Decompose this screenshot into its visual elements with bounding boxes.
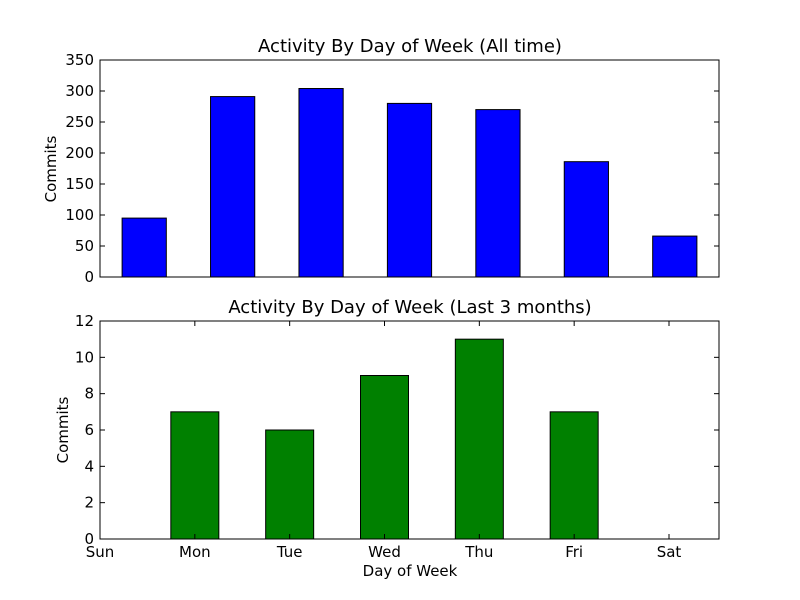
y-tick-label: 10 <box>75 348 94 366</box>
bar <box>360 375 409 540</box>
chart-last-3-months-x-axis: Sun Mon Tue Wed Thu Fri Sat <box>86 321 682 561</box>
x-tick-label: Mon <box>179 543 211 561</box>
bar <box>549 411 599 540</box>
y-tick-label: 4 <box>84 457 94 475</box>
bar <box>652 235 698 278</box>
chart-last-3-months-ylabel: Commits <box>54 396 72 463</box>
chart-last-3-months: Activity By Day of Week (Last 3 months) … <box>54 297 720 580</box>
bar <box>475 109 521 278</box>
chart-last-3-months-y-axis: 0 2 4 6 8 10 12 <box>75 312 719 548</box>
chart-all-time-title: Activity By Day of Week (All time) <box>258 36 562 57</box>
y-tick-label: 250 <box>65 113 94 131</box>
bar <box>170 411 220 540</box>
chart-all-time-bars <box>121 88 698 278</box>
chart-all-time-frame <box>99 59 720 278</box>
chart-last-3-months-frame <box>99 320 720 540</box>
chart-last-3-months-xlabel: Day of Week <box>363 562 458 580</box>
chart-all-time-y-axis: 0 50 100 150 200 250 300 350 <box>65 51 719 286</box>
x-tick-label: Wed <box>368 543 401 561</box>
chart-all-time: Activity By Day of Week (All time) Commi… <box>42 36 720 286</box>
y-tick-label: 0 <box>84 268 94 286</box>
bar <box>121 217 167 278</box>
y-tick-label: 350 <box>65 51 94 69</box>
x-tick-label: Sun <box>86 543 115 561</box>
chart-all-time-ylabel: Commits <box>42 135 60 202</box>
y-tick-label: 0 <box>84 530 94 548</box>
chart-last-3-months-title: Activity By Day of Week (Last 3 months) <box>228 297 591 318</box>
bar <box>265 429 315 540</box>
y-tick-label: 200 <box>65 144 94 162</box>
y-tick-label: 300 <box>65 82 94 100</box>
bar <box>210 96 256 278</box>
y-tick-label: 50 <box>75 237 94 255</box>
y-tick-label: 6 <box>84 421 94 439</box>
bar <box>454 338 504 540</box>
bar <box>386 102 433 278</box>
y-tick-label: 100 <box>65 206 94 224</box>
x-tick-label: Thu <box>464 543 493 561</box>
chart-last-3-months-bars <box>170 338 599 540</box>
x-tick-label: Sat <box>657 543 682 561</box>
bar <box>298 88 344 278</box>
y-tick-label: 12 <box>75 312 94 330</box>
y-tick-label: 8 <box>84 385 94 403</box>
y-tick-label: 2 <box>84 494 94 512</box>
y-tick-label: 150 <box>65 175 94 193</box>
x-tick-label: Tue <box>276 543 303 561</box>
x-tick-label: Fri <box>565 543 583 561</box>
bar <box>563 161 609 278</box>
